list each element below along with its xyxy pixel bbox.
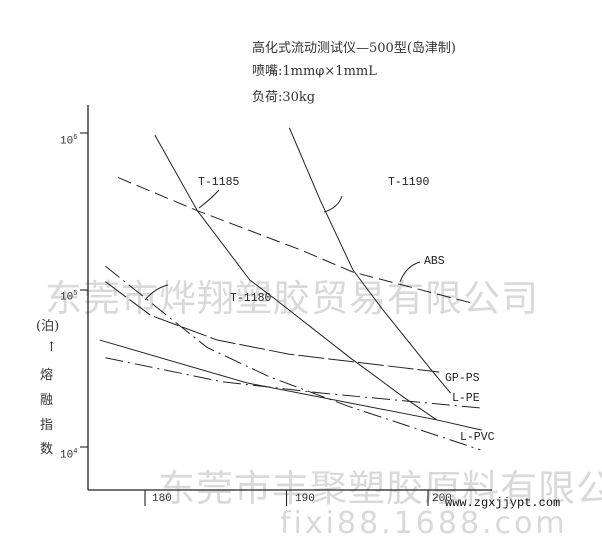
x-tick-label-180: 180 <box>152 493 172 505</box>
y-tick-label-1e4: 104 <box>60 448 78 462</box>
series-line-abs <box>117 177 471 304</box>
watermark-top: 东莞市烨翔塑胶贸易有限公司 <box>45 277 539 320</box>
series-label-t1180: T-1180 <box>230 292 272 305</box>
chart-plot <box>80 105 492 506</box>
series-label-lpe: L-PE <box>452 392 480 405</box>
series-line-l-pvc <box>99 339 482 431</box>
series-label-gpps: GP-PS <box>445 372 480 385</box>
y-tick-label-1e6: 106 <box>60 134 78 148</box>
y-label-char: 熔 <box>40 368 54 383</box>
series-label-t1190: T-1190 <box>388 176 430 189</box>
series-label-t1185: T-1185 <box>198 176 240 189</box>
header-load: 负荷:30kg <box>252 90 316 105</box>
y-label-arrow: ↑ <box>46 340 57 355</box>
leader-t1190-arrow-icon <box>323 195 343 213</box>
y-label-unit: (泊) <box>36 319 60 334</box>
series-line-gp-ps <box>105 281 440 373</box>
header-nozzle: 喷嘴:1mmφ×1mmL <box>252 64 377 79</box>
leader-abs-arrow-icon <box>399 261 421 283</box>
leader-t1180-arrow-icon <box>144 284 169 301</box>
series-line-t-1180 <box>105 265 481 451</box>
series-label-abs: ABS <box>424 255 445 268</box>
x-tick-label-190: 190 <box>295 493 315 505</box>
y-label-char: 融 <box>40 393 54 408</box>
series-line-l-pe <box>105 357 482 409</box>
y-label-char: 数 <box>40 442 54 457</box>
series-line-t-1190 <box>288 127 452 394</box>
leader-t1185-arrow-icon <box>198 189 220 209</box>
x-tick-label-200: 200 <box>432 493 452 505</box>
header-instrument: 高化式流动测试仪—500型(岛津制) <box>252 41 456 56</box>
watermark-url: www.zgxjjypt.com <box>445 496 561 510</box>
watermark-bottom: 东莞市丰聚塑胶原料有限公司 <box>158 467 602 510</box>
y-label-char: 指 <box>40 418 54 433</box>
y-tick-label-1e5: 105 <box>60 290 78 304</box>
series-label-lpvc: L-PVC <box>460 431 495 444</box>
